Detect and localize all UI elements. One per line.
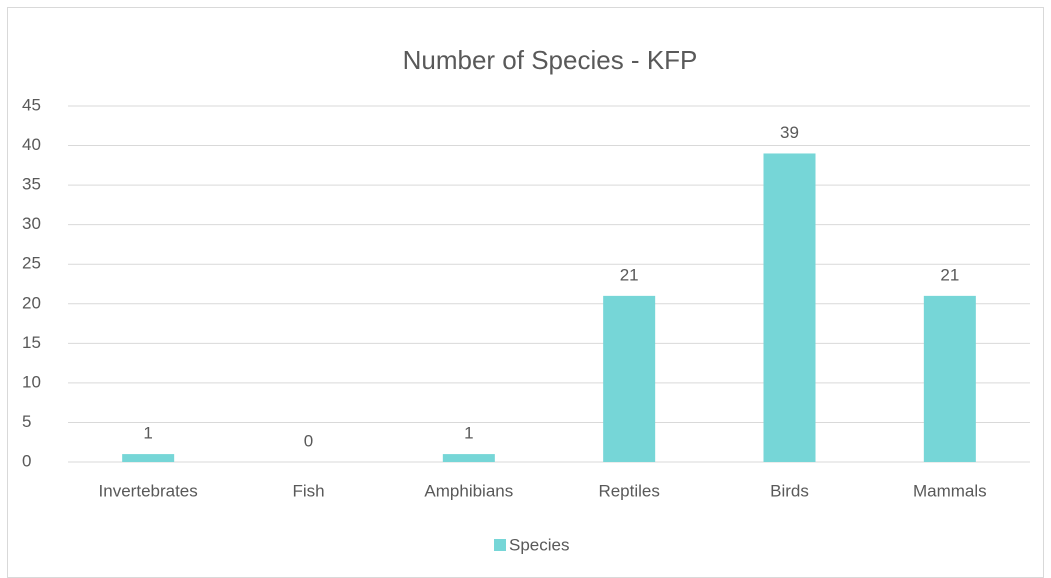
x-tick-label: Mammals [913,481,987,500]
data-label: 1 [464,424,473,443]
y-tick-label: 40 [22,135,41,154]
y-tick-label: 35 [22,175,41,194]
bar [923,295,976,462]
x-tick-label: Reptiles [598,481,659,500]
legend-label: Species [509,535,569,554]
y-tick-label: 45 [22,95,41,114]
data-label: 21 [940,265,959,284]
bar [122,454,175,462]
x-tick-label: Fish [292,481,324,500]
bar [763,153,816,462]
legend-swatch [494,539,506,551]
data-label: 21 [620,265,639,284]
y-tick-label: 0 [22,451,31,470]
y-tick-label: 15 [22,333,41,352]
y-tick-label: 5 [22,412,31,431]
data-label: 39 [780,123,799,142]
data-label: 1 [143,424,152,443]
y-tick-label: 25 [22,254,41,273]
y-tick-label: 20 [22,293,41,312]
x-tick-label: Invertebrates [99,481,198,500]
bar [603,295,656,462]
chart-border [7,7,1044,578]
data-label: 0 [304,431,313,450]
y-tick-label: 30 [22,214,41,233]
chart-title: Number of Species - KFP [403,45,698,75]
bar [442,454,495,462]
x-tick-label: Amphibians [424,481,513,500]
y-tick-label: 10 [22,372,41,391]
x-tick-label: Birds [770,481,809,500]
